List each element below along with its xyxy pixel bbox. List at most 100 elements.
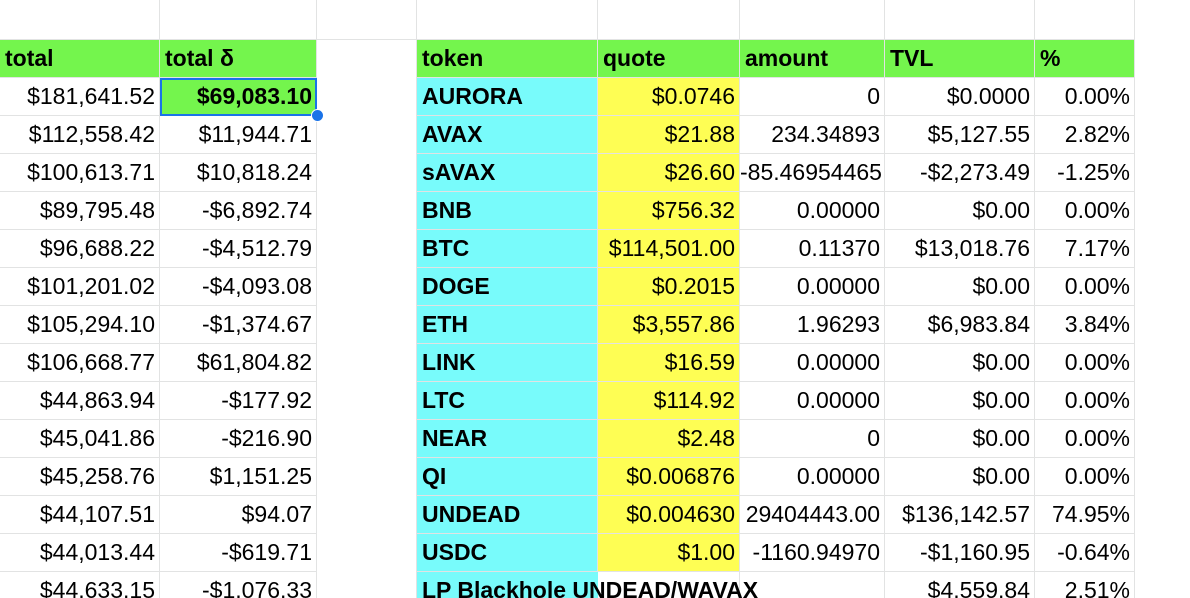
amount-cell[interactable]: 234.34893 — [740, 116, 885, 154]
total-cell[interactable]: $89,795.48 — [0, 192, 160, 230]
token-cell[interactable]: UNDEAD — [417, 496, 598, 534]
header-token[interactable]: token — [417, 40, 598, 78]
empty-cell[interactable] — [740, 2, 885, 40]
empty-cell[interactable] — [417, 2, 598, 40]
tvl-cell[interactable]: $6,983.84 — [885, 306, 1035, 344]
tvl-cell[interactable]: $0.00 — [885, 382, 1035, 420]
amount-cell[interactable]: 29404443.00 — [740, 496, 885, 534]
quote-cell[interactable]: $2.48 — [598, 420, 740, 458]
amount-cell[interactable] — [740, 572, 885, 598]
quote-cell[interactable]: $0.0746 — [598, 78, 740, 116]
quote-cell[interactable]: $16.59 — [598, 344, 740, 382]
total-delta-cell[interactable]: -$177.92 — [160, 382, 317, 420]
token-cell[interactable]: USDC — [417, 534, 598, 572]
total-delta-cell[interactable]: -$1,374.67 — [160, 306, 317, 344]
percent-cell[interactable]: 2.51% — [1035, 572, 1135, 598]
fill-handle[interactable] — [311, 109, 324, 122]
tvl-cell[interactable]: $5,127.55 — [885, 116, 1035, 154]
header-quote[interactable]: quote — [598, 40, 740, 78]
empty-cell[interactable] — [1035, 2, 1135, 40]
total-delta-cell[interactable]: $1,151.25 — [160, 458, 317, 496]
header-tvl[interactable]: TVL — [885, 40, 1035, 78]
quote-cell[interactable]: $1.00 — [598, 534, 740, 572]
token-cell[interactable]: QI — [417, 458, 598, 496]
empty-cell[interactable] — [317, 2, 417, 40]
header-total[interactable]: total — [0, 40, 160, 78]
tvl-cell[interactable]: $0.0000 — [885, 78, 1035, 116]
empty-cell[interactable] — [0, 2, 160, 40]
percent-cell[interactable]: -1.25% — [1035, 154, 1135, 192]
percent-cell[interactable]: 7.17% — [1035, 230, 1135, 268]
token-cell[interactable]: LINK — [417, 344, 598, 382]
amount-cell[interactable]: 0.00000 — [740, 382, 885, 420]
quote-cell[interactable]: $114,501.00 — [598, 230, 740, 268]
percent-cell[interactable]: 0.00% — [1035, 420, 1135, 458]
token-cell[interactable]: DOGE — [417, 268, 598, 306]
percent-cell[interactable]: 0.00% — [1035, 344, 1135, 382]
total-cell[interactable]: $101,201.02 — [0, 268, 160, 306]
total-delta-cell[interactable]: -$216.90 — [160, 420, 317, 458]
empty-cell[interactable] — [598, 2, 740, 40]
total-cell[interactable]: $44,013.44 — [0, 534, 160, 572]
token-cell[interactable]: BNB — [417, 192, 598, 230]
token-cell[interactable]: AVAX — [417, 116, 598, 154]
total-cell[interactable]: $112,558.42 — [0, 116, 160, 154]
percent-cell[interactable]: -0.64% — [1035, 534, 1135, 572]
amount-cell[interactable]: 0.00000 — [740, 458, 885, 496]
tvl-cell[interactable]: $0.00 — [885, 192, 1035, 230]
percent-cell[interactable]: 2.82% — [1035, 116, 1135, 154]
total-cell[interactable]: $44,107.51 — [0, 496, 160, 534]
total-delta-cell[interactable]: -$4,512.79 — [160, 230, 317, 268]
tvl-cell[interactable]: $0.00 — [885, 420, 1035, 458]
token-cell[interactable]: LP Blackhole UNDEAD/WAVAX — [417, 572, 758, 598]
token-cell[interactable]: LTC — [417, 382, 598, 420]
tvl-cell[interactable]: $0.00 — [885, 458, 1035, 496]
total-cell[interactable]: $100,613.71 — [0, 154, 160, 192]
total-cell[interactable]: $45,258.76 — [0, 458, 160, 496]
total-delta-cell[interactable]: $11,944.71 — [160, 116, 317, 154]
amount-cell[interactable]: 1.96293 — [740, 306, 885, 344]
quote-cell[interactable]: $756.32 — [598, 192, 740, 230]
header-amount[interactable]: amount — [740, 40, 885, 78]
tvl-cell[interactable]: $4,559.84 — [885, 572, 1035, 598]
total-cell[interactable]: $96,688.22 — [0, 230, 160, 268]
header-percent[interactable]: % — [1035, 40, 1135, 78]
token-cell[interactable]: NEAR — [417, 420, 598, 458]
token-cell[interactable]: ETH — [417, 306, 598, 344]
percent-cell[interactable]: 0.00% — [1035, 78, 1135, 116]
selected-cell[interactable]: $69,083.10 — [160, 78, 317, 116]
empty-cell[interactable] — [160, 2, 317, 40]
token-cell[interactable]: AURORA — [417, 78, 598, 116]
amount-cell[interactable]: 0.00000 — [740, 268, 885, 306]
token-cell[interactable]: BTC — [417, 230, 598, 268]
header-total-delta[interactable]: total δ — [160, 40, 317, 78]
amount-cell[interactable]: -85.46954465 — [740, 154, 885, 192]
total-cell[interactable]: $44,633.15 — [0, 572, 160, 598]
total-cell[interactable]: $45,041.86 — [0, 420, 160, 458]
amount-cell[interactable]: 0.00000 — [740, 344, 885, 382]
quote-cell[interactable]: $0.004630 — [598, 496, 740, 534]
amount-cell[interactable]: 0 — [740, 420, 885, 458]
percent-cell[interactable]: 3.84% — [1035, 306, 1135, 344]
tvl-cell[interactable]: -$2,273.49 — [885, 154, 1035, 192]
total-delta-cell[interactable]: $94.07 — [160, 496, 317, 534]
tvl-cell[interactable]: $136,142.57 — [885, 496, 1035, 534]
total-delta-cell[interactable]: -$1,076.33 — [160, 572, 317, 598]
amount-cell[interactable]: -1160.94970 — [740, 534, 885, 572]
token-cell[interactable]: sAVAX — [417, 154, 598, 192]
quote-cell[interactable]: $114.92 — [598, 382, 740, 420]
quote-cell[interactable]: $21.88 — [598, 116, 740, 154]
percent-cell[interactable]: 74.95% — [1035, 496, 1135, 534]
total-delta-cell[interactable]: -$619.71 — [160, 534, 317, 572]
percent-cell[interactable]: 0.00% — [1035, 382, 1135, 420]
tvl-cell[interactable]: $0.00 — [885, 268, 1035, 306]
tvl-cell[interactable]: $0.00 — [885, 344, 1035, 382]
total-cell[interactable]: $181,641.52 — [0, 78, 160, 116]
tvl-cell[interactable]: $13,018.76 — [885, 230, 1035, 268]
tvl-cell[interactable]: -$1,160.95 — [885, 534, 1035, 572]
total-cell[interactable]: $44,863.94 — [0, 382, 160, 420]
amount-cell[interactable]: 0.00000 — [740, 192, 885, 230]
total-cell[interactable]: $106,668.77 — [0, 344, 160, 382]
quote-cell[interactable]: $0.006876 — [598, 458, 740, 496]
quote-cell[interactable]: $26.60 — [598, 154, 740, 192]
